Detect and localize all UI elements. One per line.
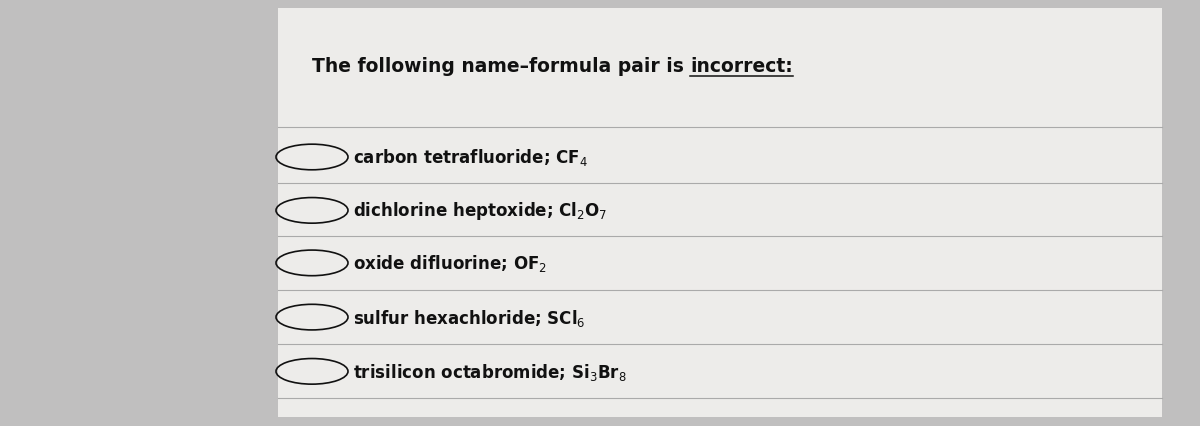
Text: The following name–formula pair is: The following name–formula pair is — [312, 57, 690, 75]
Text: incorrect:: incorrect: — [690, 57, 793, 75]
Bar — [278, 9, 1162, 417]
Text: trisilicon octabromide; Si$_3$Br$_8$: trisilicon octabromide; Si$_3$Br$_8$ — [353, 361, 626, 382]
Text: carbon tetrafluoride; CF$_4$: carbon tetrafluoride; CF$_4$ — [353, 147, 588, 168]
Text: oxide difluorine; OF$_2$: oxide difluorine; OF$_2$ — [353, 253, 547, 274]
Text: dichlorine heptoxide; Cl$_2$O$_7$: dichlorine heptoxide; Cl$_2$O$_7$ — [353, 200, 607, 222]
Text: sulfur hexachloride; SCl$_6$: sulfur hexachloride; SCl$_6$ — [353, 307, 586, 328]
